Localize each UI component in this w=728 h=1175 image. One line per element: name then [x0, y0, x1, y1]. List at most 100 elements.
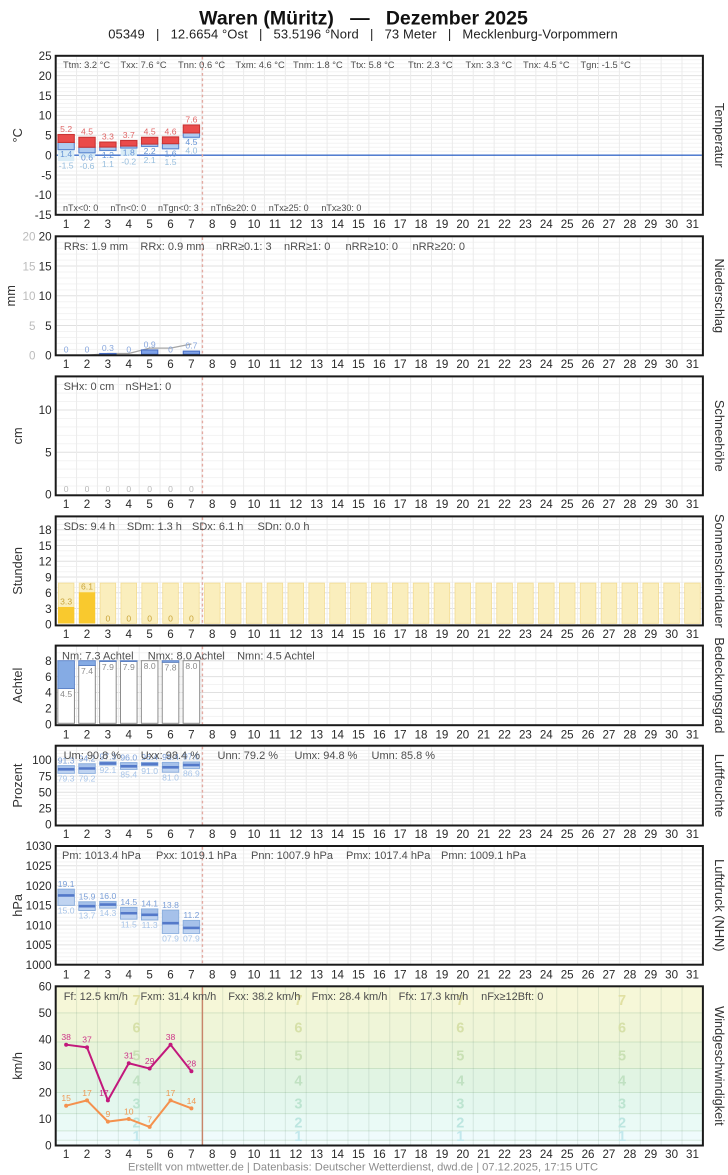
svg-text:Txn: 3.3 °C: Txn: 3.3 °C [466, 60, 513, 70]
svg-text:22: 22 [498, 498, 511, 511]
svg-text:15: 15 [61, 1093, 71, 1103]
svg-text:7: 7 [188, 628, 194, 641]
svg-text:17: 17 [394, 218, 407, 231]
svg-text:5: 5 [146, 628, 152, 641]
svg-text:2: 2 [84, 498, 90, 511]
svg-text:0: 0 [168, 614, 173, 624]
svg-text:18: 18 [39, 524, 52, 537]
svg-text:23: 23 [519, 498, 532, 511]
svg-text:Achtel: Achtel [10, 668, 25, 704]
svg-text:km/h: km/h [10, 1052, 25, 1080]
svg-text:9: 9 [230, 218, 236, 231]
svg-text:11.3: 11.3 [142, 920, 158, 930]
svg-text:-15: -15 [35, 209, 52, 222]
svg-text:2: 2 [84, 728, 90, 741]
svg-text:7: 7 [456, 993, 464, 1009]
svg-text:5.2: 5.2 [60, 124, 72, 134]
svg-text:10: 10 [22, 290, 36, 303]
svg-text:nRR≥10: 0: nRR≥10: 0 [346, 241, 399, 253]
svg-text:cm: cm [10, 427, 25, 444]
svg-text:5: 5 [45, 446, 52, 459]
svg-text:79.2: 79.2 [79, 774, 96, 784]
svg-text:2: 2 [84, 628, 90, 641]
svg-text:25: 25 [39, 803, 53, 816]
svg-text:8.0: 8.0 [185, 661, 197, 671]
svg-text:12: 12 [289, 828, 302, 841]
svg-text:6: 6 [167, 828, 173, 841]
svg-text:30: 30 [39, 1060, 53, 1073]
svg-text:3.3: 3.3 [102, 131, 114, 141]
svg-text:0: 0 [189, 614, 194, 624]
svg-text:16: 16 [373, 358, 386, 371]
svg-text:6: 6 [167, 498, 173, 511]
svg-text:SDx: 6.1 h: SDx: 6.1 h [192, 521, 243, 533]
svg-text:4: 4 [456, 1074, 464, 1090]
svg-text:6: 6 [167, 1148, 173, 1161]
svg-text:22: 22 [498, 828, 511, 841]
svg-text:1030: 1030 [26, 840, 53, 853]
svg-text:14.5: 14.5 [120, 897, 137, 907]
svg-text:19: 19 [435, 498, 448, 511]
svg-text:5: 5 [146, 1148, 152, 1161]
svg-text:27: 27 [602, 828, 615, 841]
svg-text:25: 25 [561, 358, 574, 371]
svg-text:28: 28 [623, 218, 636, 231]
svg-text:31: 31 [686, 628, 699, 641]
svg-text:3: 3 [105, 498, 111, 511]
svg-text:8: 8 [209, 358, 215, 371]
svg-text:4: 4 [126, 218, 133, 231]
svg-text:0.7: 0.7 [185, 341, 197, 351]
svg-text:Ttm: 3.2 °C: Ttm: 3.2 °C [63, 60, 110, 70]
svg-text:1: 1 [63, 358, 69, 371]
svg-text:30: 30 [665, 628, 678, 641]
svg-text:20: 20 [456, 1148, 469, 1161]
svg-text:8: 8 [209, 498, 215, 511]
svg-text:3: 3 [294, 1096, 302, 1112]
svg-text:23: 23 [519, 358, 532, 371]
svg-text:27: 27 [602, 1148, 615, 1161]
svg-text:97.3: 97.3 [100, 752, 117, 762]
svg-text:7: 7 [188, 358, 194, 371]
svg-text:Nmx: 8.0 Achtel: Nmx: 8.0 Achtel [148, 650, 225, 662]
svg-text:9: 9 [230, 828, 236, 841]
svg-text:5: 5 [618, 1049, 626, 1065]
svg-text:Temperatur: Temperatur [712, 103, 727, 168]
svg-text:3: 3 [456, 1096, 464, 1112]
svg-text:3: 3 [105, 218, 111, 231]
svg-text:19: 19 [435, 968, 448, 981]
svg-text:0: 0 [105, 614, 110, 624]
svg-text:20: 20 [39, 231, 53, 244]
svg-text:Stunden: Stunden [10, 547, 25, 595]
svg-text:20: 20 [456, 218, 469, 231]
svg-text:nRR≥0.1: 3: nRR≥0.1: 3 [216, 241, 272, 253]
svg-text:26: 26 [582, 628, 595, 641]
svg-text:4: 4 [45, 687, 52, 700]
svg-text:16: 16 [373, 218, 386, 231]
svg-text:1: 1 [294, 1129, 302, 1145]
svg-text:96.4: 96.4 [141, 752, 158, 762]
svg-text:24: 24 [540, 828, 553, 841]
svg-text:5: 5 [146, 728, 152, 741]
svg-text:6: 6 [294, 1021, 302, 1037]
svg-text:1005: 1005 [26, 939, 53, 952]
svg-text:16: 16 [373, 828, 386, 841]
svg-text:29: 29 [644, 628, 657, 641]
svg-text:9: 9 [230, 498, 236, 511]
svg-text:31: 31 [686, 828, 699, 841]
svg-text:11.5: 11.5 [121, 919, 137, 929]
svg-text:Pnn: 1007.9 hPa: Pnn: 1007.9 hPa [251, 850, 334, 862]
svg-text:Prozent: Prozent [10, 763, 25, 808]
svg-text:3.3: 3.3 [60, 596, 72, 606]
svg-text:7: 7 [188, 218, 194, 231]
svg-text:Txm: 4.6 °C: Txm: 4.6 °C [236, 60, 285, 70]
svg-text:RRs: 1.9 mm: RRs: 1.9 mm [64, 241, 128, 253]
svg-text:15: 15 [352, 828, 365, 841]
svg-text:2: 2 [84, 1148, 90, 1161]
svg-text:6: 6 [133, 1021, 141, 1037]
svg-text:9: 9 [230, 1148, 236, 1161]
svg-text:Luftdruck (NHN): Luftdruck (NHN) [712, 859, 727, 951]
svg-text:Pm: 1013.4 hPa: Pm: 1013.4 hPa [62, 850, 142, 862]
svg-text:4: 4 [618, 1074, 626, 1090]
svg-text:20: 20 [456, 828, 469, 841]
svg-text:10: 10 [248, 628, 261, 641]
